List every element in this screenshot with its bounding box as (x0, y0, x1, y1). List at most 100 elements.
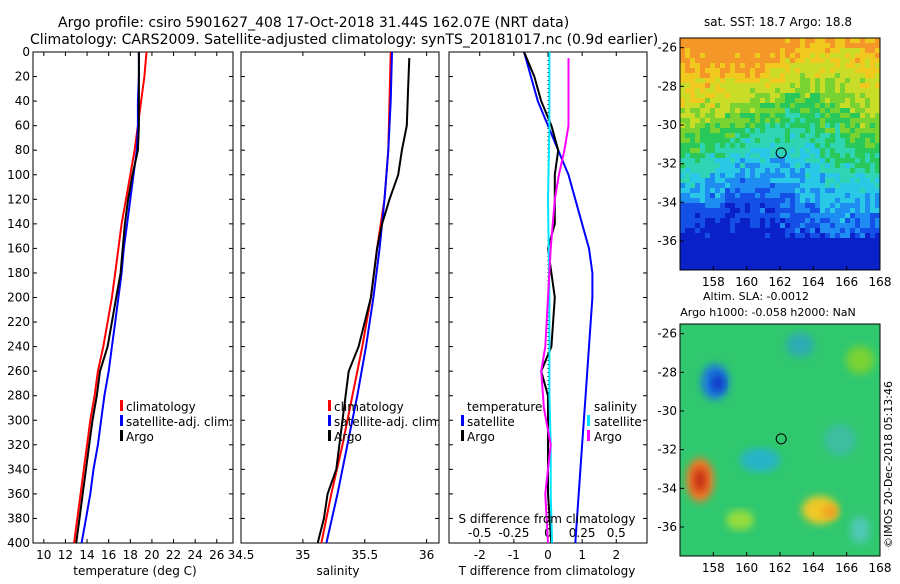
sst-cell (815, 163, 820, 168)
sst-cell (725, 38, 730, 43)
sst-cell (725, 213, 730, 218)
sst-cell (870, 258, 875, 263)
sst-cell (800, 98, 805, 103)
sst-cell (745, 118, 750, 123)
sst-cell (860, 108, 865, 113)
sst-cell (780, 128, 785, 133)
sst-cell (750, 233, 755, 238)
sst-cell (815, 188, 820, 193)
sst-cell (735, 108, 740, 113)
sst-cell (705, 53, 710, 58)
sst-cell (795, 203, 800, 208)
sst-cell (870, 78, 875, 83)
legend-label-climatology: climatology (126, 400, 196, 414)
sst-cell (830, 83, 835, 88)
sst-cell (855, 243, 860, 248)
sst-cell (865, 103, 870, 108)
sst-cell (735, 73, 740, 78)
sst-cell (740, 168, 745, 173)
sst-cell (700, 188, 705, 193)
sst-cell (725, 188, 730, 193)
sst-cell (775, 263, 780, 268)
sst-cell (855, 68, 860, 73)
sst-cell (850, 168, 855, 173)
sst-cell (825, 208, 830, 213)
sst-cell (840, 93, 845, 98)
sst-cell (875, 193, 880, 198)
x-tick-label: 0 (544, 548, 552, 562)
sst-cell (755, 193, 760, 198)
sst-cell (760, 263, 765, 268)
sst-cell (800, 248, 805, 253)
sst-cell (840, 223, 845, 228)
sst-cell (810, 193, 815, 198)
map-x-tick-label: 158 (702, 275, 725, 289)
sst-cell (790, 223, 795, 228)
sst-cell (745, 123, 750, 128)
sst-cell (770, 128, 775, 133)
map-y-tick-label: -36 (657, 234, 677, 248)
sst-cell (795, 93, 800, 98)
sst-cell (865, 183, 870, 188)
sst-cell (725, 138, 730, 143)
x-tick-label: 14 (79, 548, 94, 562)
sst-cell (785, 68, 790, 73)
sst-cell (745, 53, 750, 58)
sst-cell (745, 223, 750, 228)
sst-cell (680, 268, 685, 270)
sst-cell (780, 238, 785, 243)
sst-cell (725, 83, 730, 88)
sst-cell (860, 253, 865, 258)
sst-cell (685, 88, 690, 93)
sst-cell (765, 98, 770, 103)
sst-cell (790, 193, 795, 198)
sst-cell (775, 238, 780, 243)
series-line-t-satellite (523, 51, 594, 544)
sst-cell (795, 228, 800, 233)
sst-cell (760, 188, 765, 193)
sst-cell (815, 213, 820, 218)
sst-cell (820, 123, 825, 128)
sst-cell (745, 243, 750, 248)
sst-cell (755, 138, 760, 143)
sst-cell (695, 248, 700, 253)
sst-cell (690, 83, 695, 88)
sst-cell (705, 103, 710, 108)
sst-cell (795, 218, 800, 223)
sst-cell (845, 98, 850, 103)
sst-cell (685, 208, 690, 213)
sst-cell (750, 103, 755, 108)
map-y-tick-label: -32 (657, 443, 677, 457)
sst-cell (825, 178, 830, 183)
sst-cell (800, 73, 805, 78)
sst-cell (710, 258, 715, 263)
sst-cell (725, 133, 730, 138)
sst-cell (785, 63, 790, 68)
sst-cell (805, 68, 810, 73)
sst-cell (775, 233, 780, 238)
sst-cell (715, 208, 720, 213)
sst-cell (800, 128, 805, 133)
sst-cell (735, 133, 740, 138)
sst-cell (745, 88, 750, 93)
sst-cell (825, 98, 830, 103)
sst-cell (755, 98, 760, 103)
sst-cell (865, 123, 870, 128)
sst-cell (690, 223, 695, 228)
sst-cell (720, 198, 725, 203)
map-x-tick-label: 162 (769, 561, 792, 575)
sst-cell (760, 153, 765, 158)
salinity-axis-label: salinity (316, 564, 359, 578)
sst-cell (735, 198, 740, 203)
sst-cell (845, 173, 850, 178)
sst-cell (730, 243, 735, 248)
sst-cell (860, 148, 865, 153)
sst-cell (835, 163, 840, 168)
map-y-tick-label: -28 (657, 365, 677, 379)
sst-cell (725, 58, 730, 63)
sst-cell (745, 58, 750, 63)
sst-cell (870, 163, 875, 168)
sst-cell (700, 193, 705, 198)
sst-cell (850, 83, 855, 88)
sst-cell (795, 113, 800, 118)
